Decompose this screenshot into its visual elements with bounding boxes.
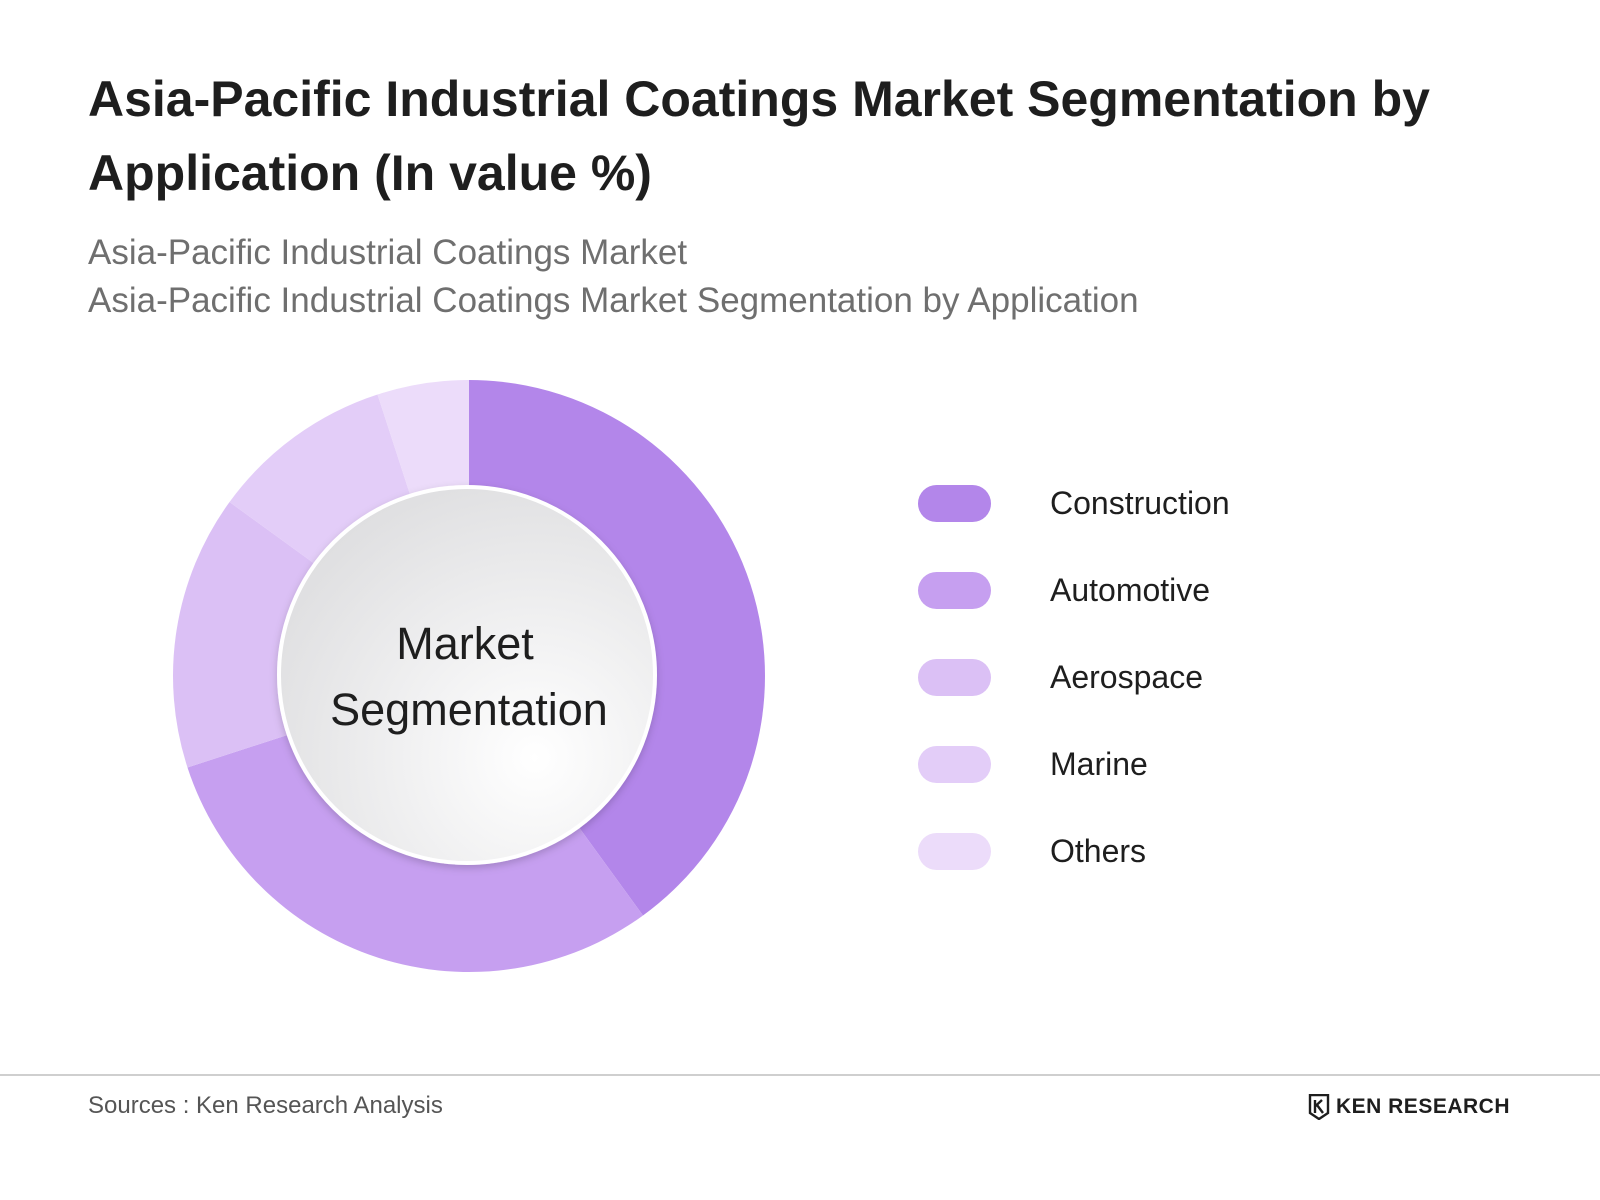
legend-swatch [918, 485, 991, 522]
donut-chart: Market Segmentation [173, 380, 766, 972]
chart-subtitle-line-1: Asia-Pacific Industrial Coatings Market [88, 233, 688, 272]
source-note: Sources : Ken Research Analysis [88, 1092, 443, 1119]
chart-legend: Construction Automotive Aerospace Marine Oth… [918, 460, 1230, 895]
center-label-line-2: Segmentation [330, 684, 608, 735]
footer-divider [0, 1074, 1600, 1076]
legend-item-marine: Marine [918, 721, 1230, 808]
brand-logo: KEN RESEARCH [1308, 1094, 1510, 1120]
legend-swatch [918, 833, 991, 870]
legend-label: Others [1050, 833, 1147, 869]
brand-name: KEN RESEARCH [1335, 1095, 1510, 1118]
legend-item-automotive: Automotive [918, 547, 1230, 634]
legend-label: Marine [1050, 746, 1148, 782]
chart-subtitle-line-2: Asia-Pacific Industrial Coatings Market … [88, 281, 1139, 320]
legend-label: Aerospace [1050, 659, 1203, 695]
legend-item-others: Others [918, 808, 1230, 895]
chart-title: Asia-Pacific Industrial Coatings Market … [88, 71, 1430, 201]
center-label-line-1: Market [396, 618, 534, 669]
legend-swatch [918, 659, 991, 696]
chart-area: Market Segmentation Construction Automoti… [0, 340, 1600, 1000]
legend-swatch [918, 746, 991, 783]
legend-label: Construction [1050, 485, 1230, 521]
donut-center-disc [277, 485, 657, 865]
legend-label: Automotive [1050, 572, 1211, 608]
ken-research-logo-icon [1308, 1094, 1330, 1120]
legend-item-aerospace: Aerospace [918, 634, 1230, 721]
legend-swatch [918, 572, 991, 609]
legend-item-construction: Construction [918, 460, 1230, 547]
